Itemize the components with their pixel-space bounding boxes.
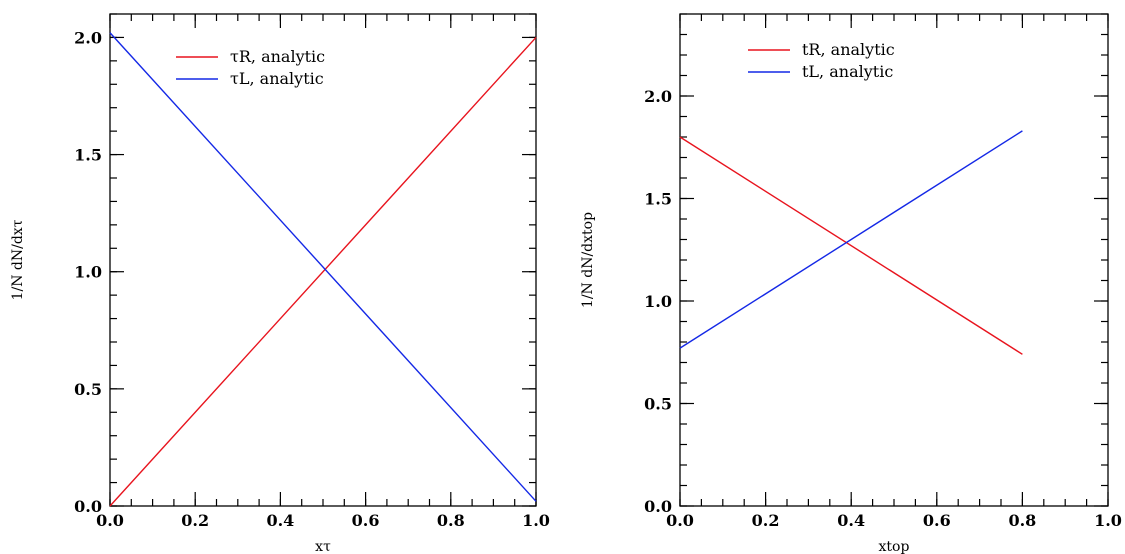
x-tick-label: 0.2	[752, 511, 780, 530]
y-tick-label: 0.5	[644, 395, 672, 414]
x-tick-label: 0.6	[923, 511, 951, 530]
y-axis-label: 1/N dN/dxτ	[10, 219, 26, 300]
x-tick-label: 0.8	[1008, 511, 1036, 530]
legend-label: tL, analytic	[802, 62, 893, 81]
y-tick-label: 2.0	[644, 87, 672, 106]
y-tick-label: 1.5	[644, 190, 672, 209]
series-line-2	[109, 32, 537, 502]
plot-frame	[679, 13, 1109, 507]
chart-panel-2: 0.0 0.2 0.4 0.6 0.8 1.0 0.0 0.5 1.0 1.5 2.0 tR, ana…	[580, 13, 1122, 554]
series-line-2	[679, 130, 1023, 349]
legend-label: tR, analytic	[802, 40, 895, 59]
x-tick-label: 1.0	[1094, 511, 1122, 530]
y-tick-label: 0.5	[74, 380, 102, 399]
x-tick-label: 0.0	[666, 511, 694, 530]
x-tick-label: 0.6	[352, 511, 380, 530]
x-axis-label: xtop	[879, 539, 910, 554]
y-tick-label: 2.0	[74, 28, 102, 47]
y-tick-label: 1.0	[644, 292, 672, 311]
legend-label: τL, analytic	[230, 69, 324, 88]
series-line-1	[109, 36, 537, 507]
x-tick-label: 0.0	[96, 511, 124, 530]
legend-label: τR, analytic	[230, 47, 325, 66]
x-tick-label: 0.4	[266, 511, 294, 530]
series-line-1	[679, 136, 1023, 355]
chart-panel-1: 0.0 0.2 0.4 0.6 0.8 1.0 0.0 0.5 1.0 1.5 2.0 τR, ana…	[10, 13, 550, 554]
x-tick-label: 0.2	[181, 511, 209, 530]
x-tick-label: 0.8	[437, 511, 465, 530]
y-tick-label: 1.5	[74, 146, 102, 165]
x-tick-label: 0.4	[837, 511, 865, 530]
y-tick-label: 1.0	[74, 263, 102, 282]
y-tick-label: 0.0	[74, 497, 102, 516]
y-axis-label: 1/N dN/dxtop	[580, 212, 596, 308]
x-tick-label: 1.0	[522, 511, 550, 530]
y-tick-label: 0.0	[644, 497, 672, 516]
x-axis-label: xτ	[315, 539, 331, 554]
